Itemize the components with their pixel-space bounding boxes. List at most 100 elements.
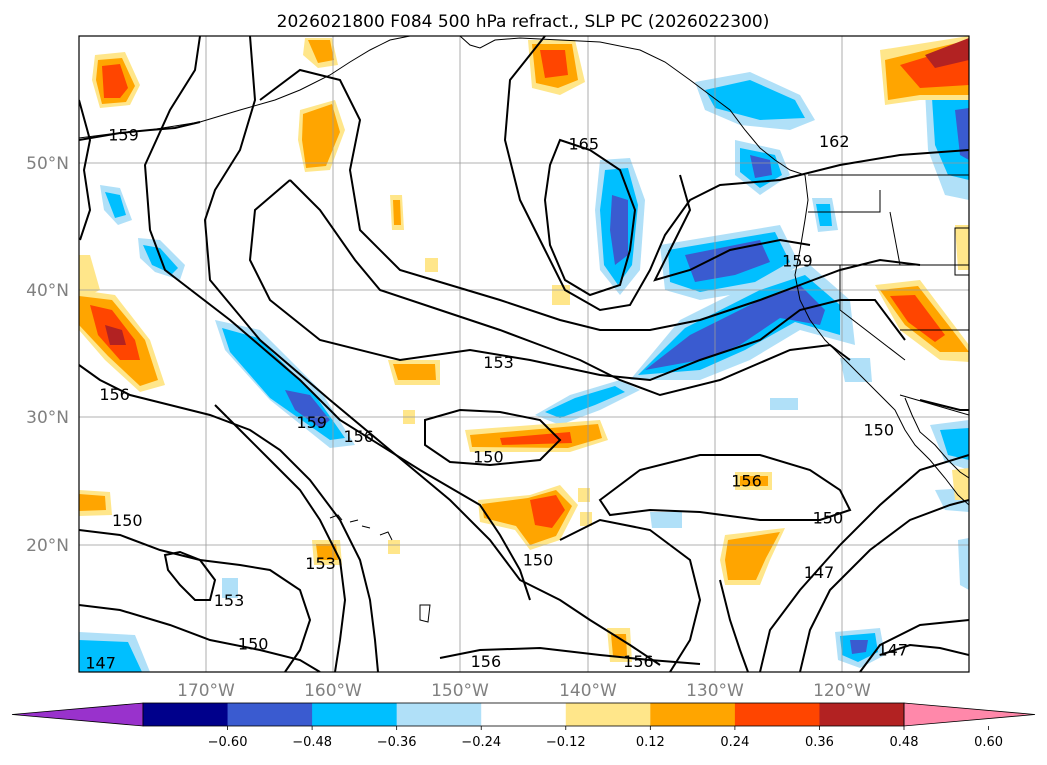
contour-label: 150: [813, 508, 844, 527]
contour-line: [879, 643, 969, 656]
contour-label: 147: [804, 563, 835, 582]
negative-anomaly-region: [79, 640, 142, 672]
coastlines: [79, 36, 969, 623]
lon-label: 150°W: [431, 681, 489, 701]
negative-anomaly-region: [955, 108, 969, 160]
contour-label: 156: [623, 652, 654, 671]
colorbar-segment: [396, 703, 482, 726]
contour-line: [799, 499, 969, 672]
contour-line: [919, 399, 969, 411]
contour-line: [259, 68, 921, 331]
contour-line: [439, 646, 701, 665]
contour-label: 150: [112, 511, 143, 530]
positive-anomaly-region: [925, 38, 969, 68]
state-border: [889, 211, 901, 266]
contour-label: 159: [296, 413, 327, 432]
colorbar-tick-label: 0.48: [890, 735, 919, 750]
latitude-labels: 50°N 40°N 30°N 20°N: [26, 154, 69, 556]
lon-label: 170°W: [177, 681, 235, 701]
colorbar-extend-low: [11, 702, 144, 727]
colorbar-segment: [481, 703, 567, 726]
colorbar-tick-label: 0.24: [720, 735, 749, 750]
negative-anomaly-region: [940, 428, 969, 460]
colorbar-tick-label: −0.60: [208, 735, 248, 750]
negative-anomaly-region: [750, 155, 772, 178]
positive-anomaly-region: [740, 476, 768, 486]
contour-label: 156: [99, 385, 130, 404]
colorbar-tick-label: −0.48: [292, 735, 332, 750]
contour-label: 156: [731, 471, 762, 490]
colorbar-tick-label: −0.12: [546, 735, 586, 750]
positive-anomaly-region: [393, 200, 401, 225]
colorbar-outline: [142, 702, 905, 727]
negative-anomaly-region: [285, 390, 330, 428]
positive-anomaly-region: [540, 50, 568, 78]
contour-line: [79, 99, 92, 241]
contour-labels: 159 165 162 159 153 156 159 156 150 150 156 150 150 1…: [85, 125, 908, 672]
chart-title: 2026021800 F084 500 hPa refract., SLP PC…: [277, 12, 770, 32]
contour-label: 147: [877, 641, 908, 660]
negative-anomaly-region: [610, 195, 628, 265]
negative-anomaly-region: [840, 358, 872, 382]
contour-label: 150: [523, 550, 554, 569]
contour-line: [79, 364, 379, 672]
contour-line: [203, 36, 661, 666]
contour-label: 147: [85, 653, 116, 672]
negative-anomaly-region: [105, 192, 126, 218]
colorbar-segment: [312, 703, 398, 726]
negative-anomaly-region: [650, 512, 682, 528]
contour-label: 150: [863, 421, 894, 440]
negative-anomaly-region: [770, 398, 798, 410]
state-border: [808, 190, 881, 213]
state-border: [839, 265, 906, 361]
contour-line: [143, 36, 531, 601]
colorbar-extend-high: [903, 702, 1036, 727]
positive-anomaly-region: [302, 104, 340, 168]
island: [419, 604, 431, 623]
colorbar-tick-label: 0.12: [636, 735, 665, 750]
baja-california-coast: [904, 397, 969, 479]
contour-line: [598, 454, 852, 521]
contour-line: [214, 404, 347, 672]
contour-label: 153: [214, 591, 245, 610]
lon-label: 160°W: [304, 681, 362, 701]
positive-anomaly-region: [393, 364, 436, 380]
positive-anomaly-region: [955, 225, 969, 270]
positive-anomaly-region: [308, 40, 334, 63]
hawaii-islands: [329, 514, 393, 541]
lon-label: 130°W: [686, 681, 744, 701]
positive-anomaly-region: [105, 325, 126, 345]
negative-anomaly-region: [850, 640, 868, 654]
colorbar-segment: [565, 703, 651, 726]
positive-anomaly-region: [580, 512, 592, 526]
contour-line: [79, 121, 201, 141]
positive-anomaly-region: [79, 255, 100, 300]
colorbar-segment: [143, 703, 229, 726]
positive-anomaly-region: [388, 540, 400, 554]
contour-line: [424, 408, 562, 467]
colorbar-tick-label: 0.60: [974, 735, 1003, 750]
colorbar-tick-label: −0.24: [461, 735, 501, 750]
north-america-coast: [794, 174, 969, 506]
positive-anomaly-region: [552, 285, 570, 305]
negative-anomaly-region: [816, 204, 832, 226]
contour-label: 156: [471, 652, 502, 671]
colorbar-tick-label: 0.36: [805, 735, 834, 750]
state-border: [954, 227, 969, 276]
lat-label: 20°N: [26, 536, 69, 556]
contour-line: [163, 550, 217, 601]
lon-label: 140°W: [559, 681, 617, 701]
contour-line: [559, 518, 702, 672]
lat-label: 40°N: [26, 281, 69, 301]
colorbar: −0.60 −0.48 −0.36 −0.24 −0.12 0.12 0.24 0.36 0.4…: [11, 702, 1036, 750]
negative-anomaly-region: [685, 240, 770, 282]
contour-line: [859, 619, 969, 672]
contour-label: 162: [819, 132, 850, 151]
colorbar-segment: [227, 703, 313, 726]
contour-label: 150: [238, 634, 269, 653]
colorbar-segment: [650, 703, 736, 726]
positive-anomaly-region: [725, 532, 780, 580]
contour-label: 153: [483, 353, 514, 372]
negative-anomaly-region: [222, 578, 238, 598]
